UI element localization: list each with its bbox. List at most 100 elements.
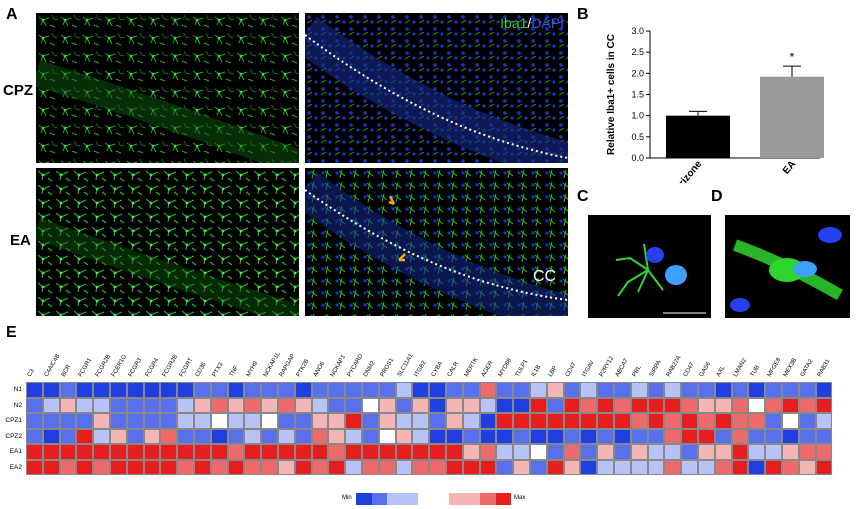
heatmap-cell: [630, 444, 648, 460]
heatmap-cell: [227, 428, 245, 444]
heatmap-cell: [93, 413, 110, 429]
heatmap-cell: [513, 459, 530, 475]
heatmap-cell: [597, 428, 614, 444]
heatmap-cell: [110, 382, 127, 398]
heatmap-row-label: N1: [13, 386, 22, 393]
heatmap-cell: [546, 413, 564, 429]
heatmap-cell: [647, 382, 665, 398]
heatmap-cell: [93, 444, 110, 460]
panel-label-a: A: [6, 6, 18, 23]
heatmap-cell: [26, 413, 43, 429]
heatmap-column-label: C4A/C4B: [43, 353, 62, 378]
heatmap-cell: [765, 428, 782, 444]
heatmap-column-label: FCGR2B: [94, 353, 112, 378]
legend-swatch: [433, 493, 449, 505]
legend-max-label: Max: [514, 495, 526, 501]
merge-texture: [305, 13, 568, 163]
heatmap-cell: [681, 459, 698, 475]
heatmap-cell: [546, 444, 564, 460]
heatmap-cell: [462, 459, 480, 475]
heatmap-column-label: FCGR4: [144, 357, 161, 378]
heatmap-cell: [345, 413, 362, 429]
heatmap-cell: [614, 459, 631, 475]
heatmap-cell: [345, 397, 362, 413]
heatmap-column-label: CD47: [682, 361, 696, 378]
heatmap-cell: [647, 397, 665, 413]
heatmap: C3 C4A/C4B BCR FCGR1 FCGR2B FCER1G FCGR3 FCGR4 F…: [0, 330, 856, 509]
heatmap-cell: [530, 444, 547, 460]
heatmap-cell: [143, 428, 161, 444]
x-tick-label: EA: [781, 159, 798, 177]
heatmap-cell: [798, 397, 816, 413]
heatmap-cell: [580, 382, 598, 398]
heatmap-cell: [681, 397, 698, 413]
heatmap-column-label: BCR: [60, 364, 73, 378]
heatmap-column-label: TUB: [749, 364, 761, 378]
heatmap-cell: [513, 444, 530, 460]
legend-swatch: [480, 493, 496, 505]
micrograph-cpz-iba1: [36, 13, 299, 163]
heatmap-cell: [311, 397, 329, 413]
heatmap-cell: [462, 397, 480, 413]
heatmap-cell: [630, 459, 648, 475]
heatmap-cell: [378, 382, 396, 398]
heatmap-cell: [227, 397, 245, 413]
heatmap-cell: [126, 459, 144, 475]
heatmap-cell: [294, 397, 312, 413]
heatmap-cell: [782, 459, 799, 475]
heatmap-cell: [731, 444, 749, 460]
heatmap-cell: [395, 459, 413, 475]
heatmap-cell: [765, 444, 782, 460]
y-tick-label: 0.5: [631, 132, 644, 142]
heatmap-cell: [429, 382, 446, 398]
heatmap-cell: [815, 413, 833, 429]
heatmap-cell: [261, 397, 278, 413]
heatmap-cell: [429, 428, 446, 444]
heatmap-cell: [681, 428, 698, 444]
heatmap-cell: [429, 397, 446, 413]
heatmap-cell: [160, 413, 178, 429]
heatmap-cell: [748, 413, 766, 429]
heatmap-cell: [714, 428, 732, 444]
legend-swatch: [464, 493, 480, 505]
y-tick-label: 3.0: [631, 26, 644, 36]
heatmap-cell: [798, 428, 816, 444]
heatmap-cell: [378, 428, 396, 444]
heatmap-cell: [93, 397, 110, 413]
legend-iba1: Iba1: [500, 15, 528, 31]
legend-swatch: [495, 493, 511, 505]
legend-swatch: [371, 493, 387, 505]
heatmap-cell: [530, 397, 547, 413]
heatmap-cell: [664, 444, 682, 460]
heatmap-cell: [714, 382, 732, 398]
heatmap-cell: [580, 428, 598, 444]
heatmap-cell: [698, 397, 715, 413]
heatmap-cell: [26, 397, 43, 413]
heatmap-cell: [42, 382, 60, 398]
heatmap-column-label: MERTK: [463, 356, 480, 378]
heatmap-cell: [345, 459, 362, 475]
heatmap-cell: [630, 428, 648, 444]
heatmap-cell: [362, 444, 379, 460]
heatmap-cell: [664, 428, 682, 444]
heatmap-cell: [395, 413, 413, 429]
heatmap-cell: [244, 459, 262, 475]
heatmap-cell: [714, 459, 732, 475]
heatmap-cell: [681, 382, 698, 398]
heatmap-cell: [782, 397, 799, 413]
legend-swatch: [356, 493, 372, 505]
heatmap-cell: [177, 397, 194, 413]
legend-swatch: [387, 493, 403, 505]
heatmap-column-label: GATA2: [799, 358, 815, 378]
heatmap-cell: [261, 382, 278, 398]
heatmap-column-label: DNM2: [363, 360, 377, 378]
heatmap-cell: [244, 397, 262, 413]
heatmap-column-label: C3: [27, 368, 37, 378]
cc-label: CC: [533, 268, 557, 285]
heatmap-cell: [59, 428, 77, 444]
heatmap-column-label: RAB31: [816, 358, 832, 378]
heatmap-column-label: CD36: [195, 361, 209, 378]
heatmap-column-label: ABCA7: [615, 357, 631, 378]
heatmap-column-label: SLC11A1: [396, 353, 415, 378]
heatmap-cell: [110, 428, 127, 444]
